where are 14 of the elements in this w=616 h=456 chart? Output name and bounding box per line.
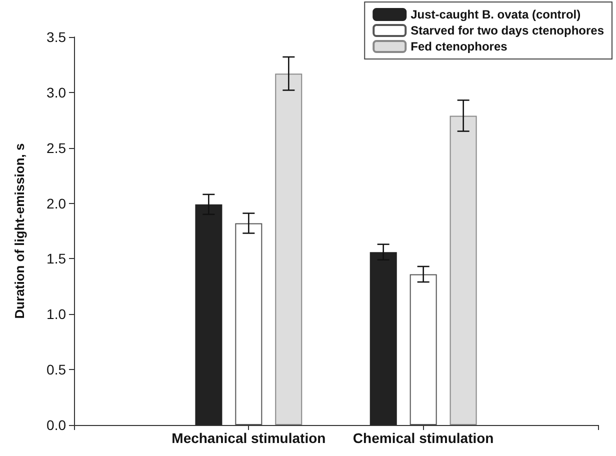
y-tick-label: 2.5 <box>46 140 66 156</box>
y-tick-label: 1.5 <box>46 250 66 267</box>
y-tick-label: 3.5 <box>46 29 66 45</box>
y-tick-label: 3.0 <box>46 84 66 100</box>
legend-label: Starved for two days ctenophores <box>410 24 604 38</box>
legend-label: Fed ctenophores <box>410 40 508 54</box>
y-tick-label: 1.0 <box>46 306 66 322</box>
y-tick-label: 0.5 <box>46 362 66 378</box>
y-tick-label: 2.0 <box>46 195 66 212</box>
legend-label: Just-caught B. ovata (control) <box>410 8 581 22</box>
y-tick-label: 0.0 <box>46 417 66 433</box>
x-tick-label: Chemical stimulation <box>352 430 494 446</box>
y-axis-title: Duration of light-emission, s <box>12 143 27 319</box>
x-tick-label: Mechanical stimulation <box>172 430 326 446</box>
